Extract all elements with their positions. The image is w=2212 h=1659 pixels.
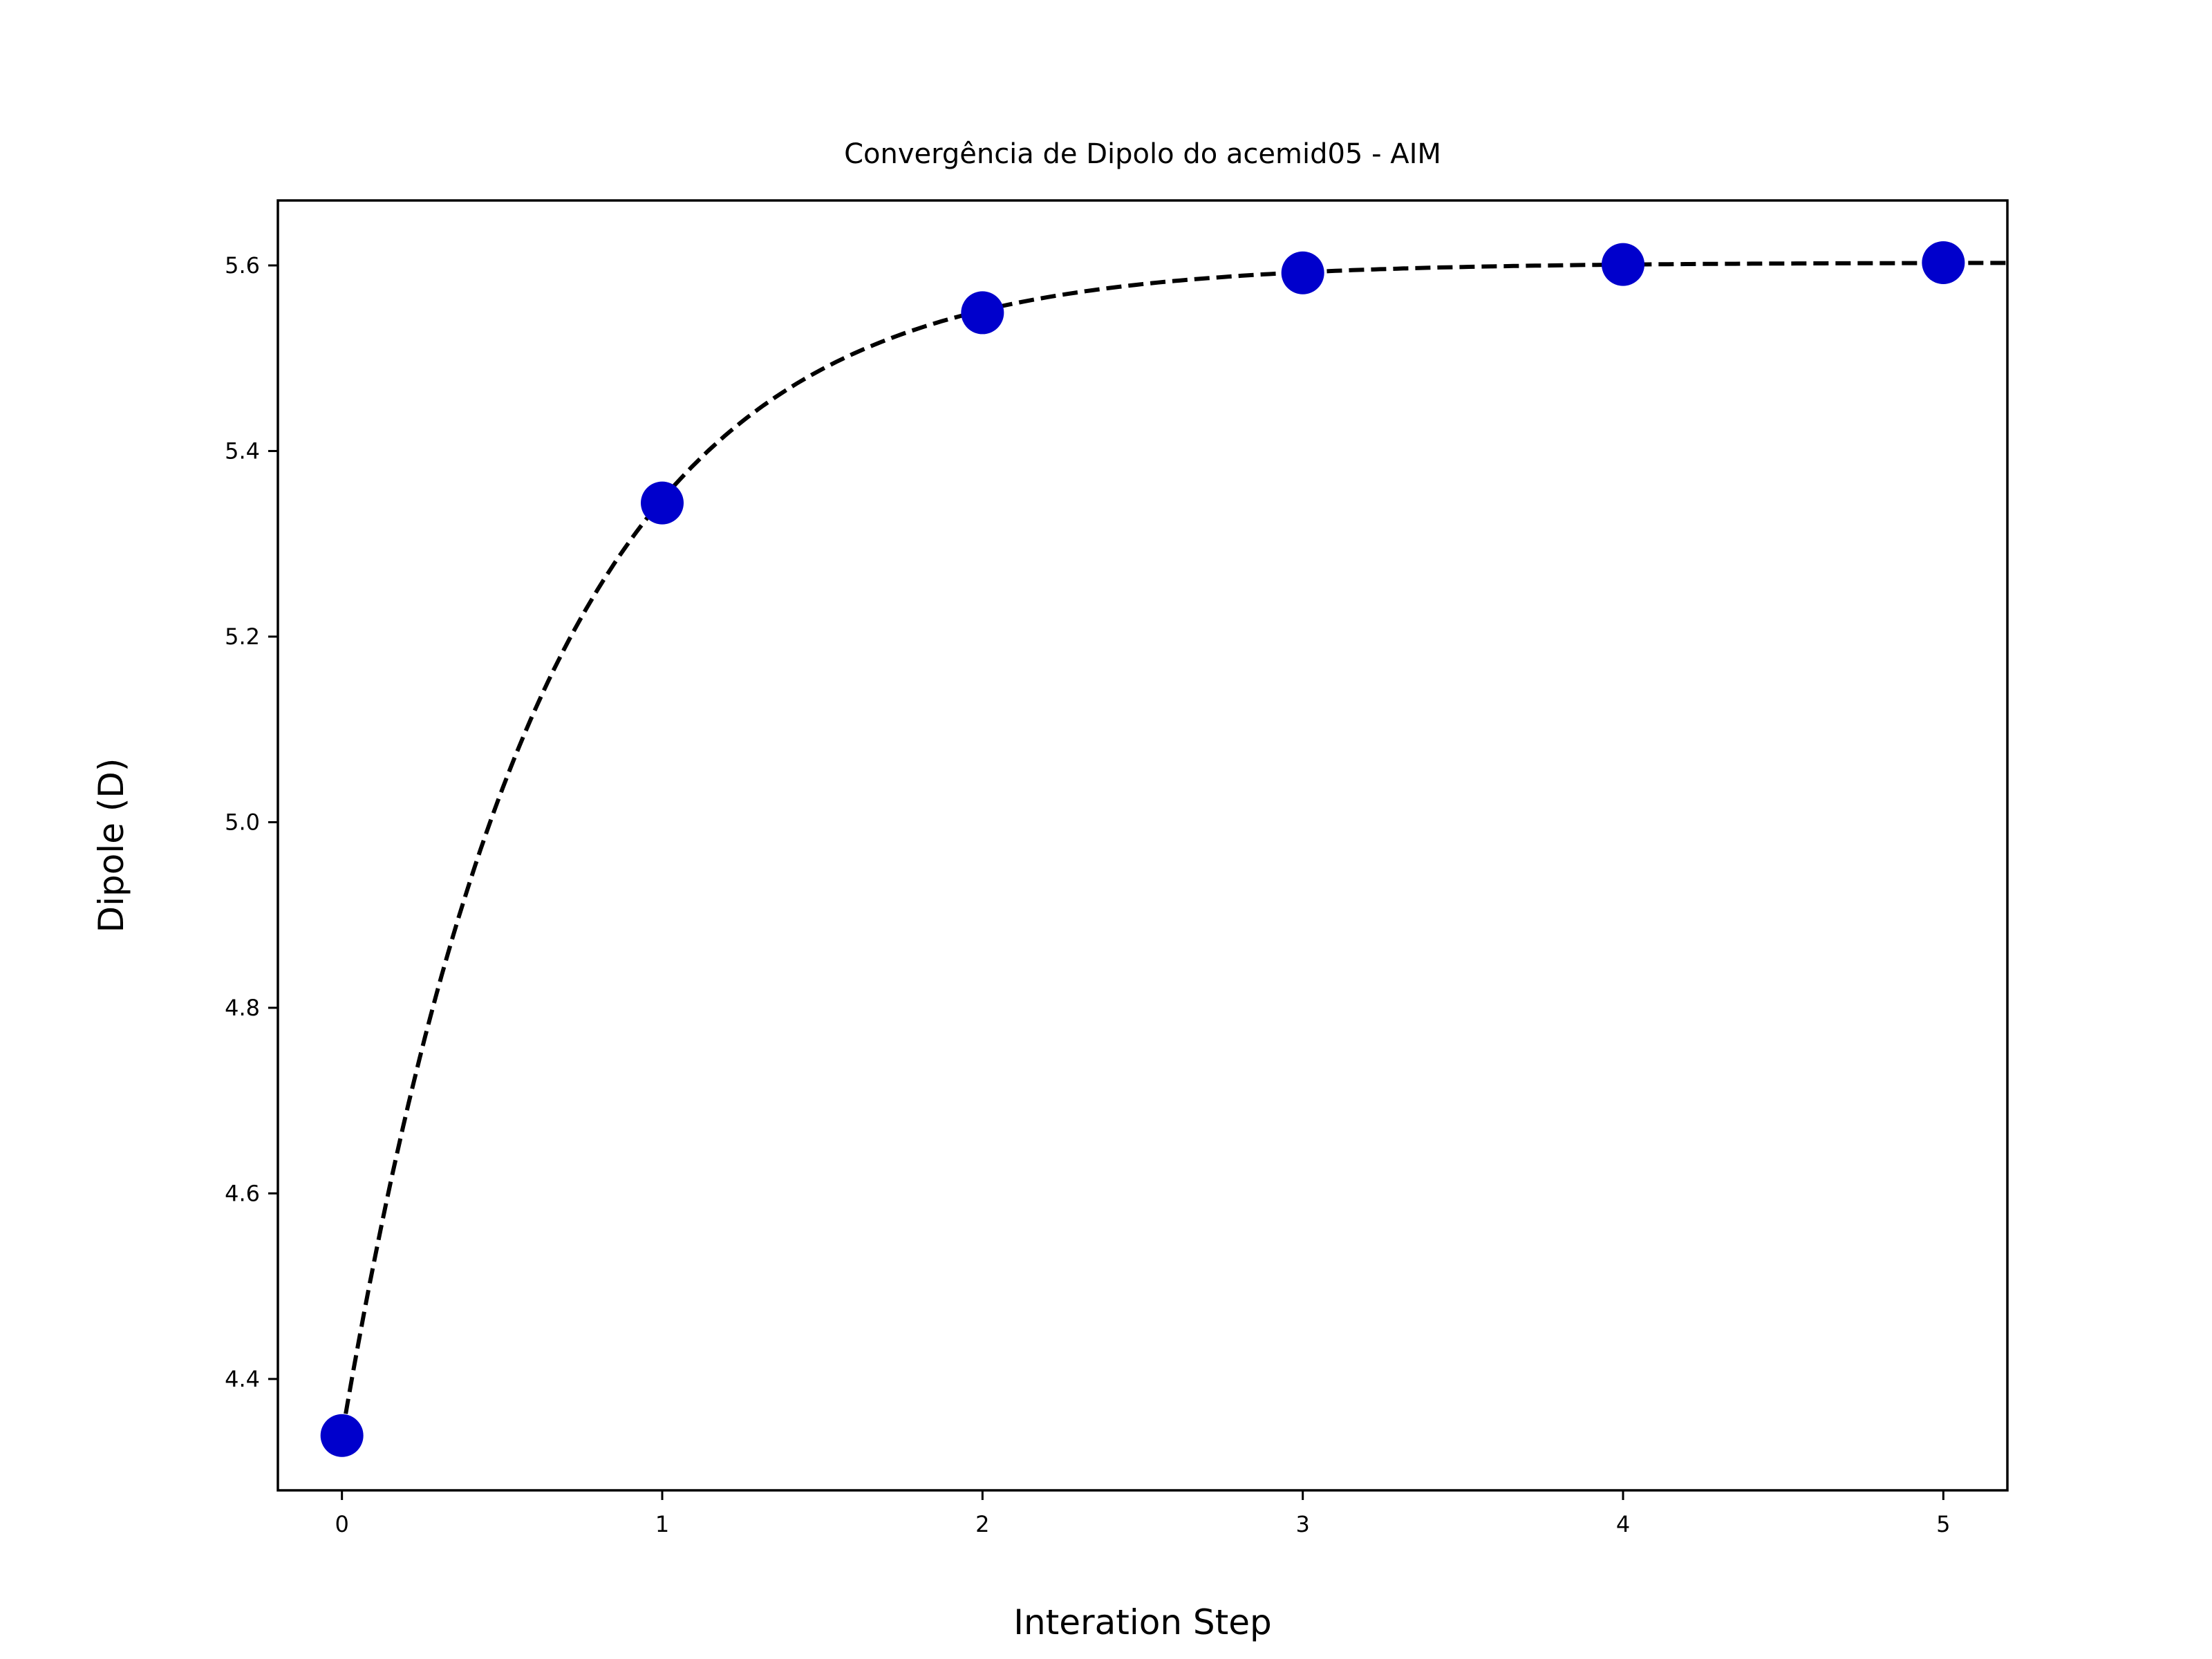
data-point bbox=[1602, 243, 1644, 286]
x-tick-label: 3 bbox=[1295, 1511, 1309, 1537]
x-tick-label: 5 bbox=[1936, 1511, 1950, 1537]
y-tick-label: 5.4 bbox=[225, 438, 260, 464]
y-tick-label: 5.2 bbox=[225, 624, 260, 650]
y-tick-label: 5.6 bbox=[225, 252, 260, 279]
y-tick-label: 4.4 bbox=[225, 1366, 260, 1392]
axes-frame bbox=[276, 199, 2009, 1492]
data-point bbox=[1922, 241, 1965, 284]
fit-curve-line bbox=[339, 261, 2007, 1436]
x-axis: 0 1 2 3 4 5 bbox=[335, 1490, 1951, 1537]
y-tick-label: 5.0 bbox=[225, 809, 260, 835]
data-point bbox=[641, 481, 684, 525]
x-tick-label: 2 bbox=[975, 1511, 989, 1537]
y-tick-label: 4.6 bbox=[225, 1180, 260, 1206]
y-axis-label: Dipole (D) bbox=[91, 758, 131, 933]
plot-area bbox=[320, 241, 2007, 1457]
chart-title: Convergência de Dipolo do acemid05 - AIM bbox=[844, 138, 1441, 170]
x-tick-label: 0 bbox=[335, 1511, 348, 1537]
data-point bbox=[1281, 251, 1324, 294]
x-tick-label: 4 bbox=[1616, 1511, 1630, 1537]
data-point bbox=[320, 1414, 364, 1457]
x-tick-label: 1 bbox=[655, 1511, 669, 1537]
y-tick-label: 4.8 bbox=[225, 995, 260, 1021]
y-axis: 4.4 4.6 4.8 5.0 5.2 5.4 5.6 bbox=[225, 252, 278, 1392]
x-axis-label: Interation Step bbox=[1013, 1602, 1272, 1642]
data-point bbox=[961, 291, 1004, 335]
